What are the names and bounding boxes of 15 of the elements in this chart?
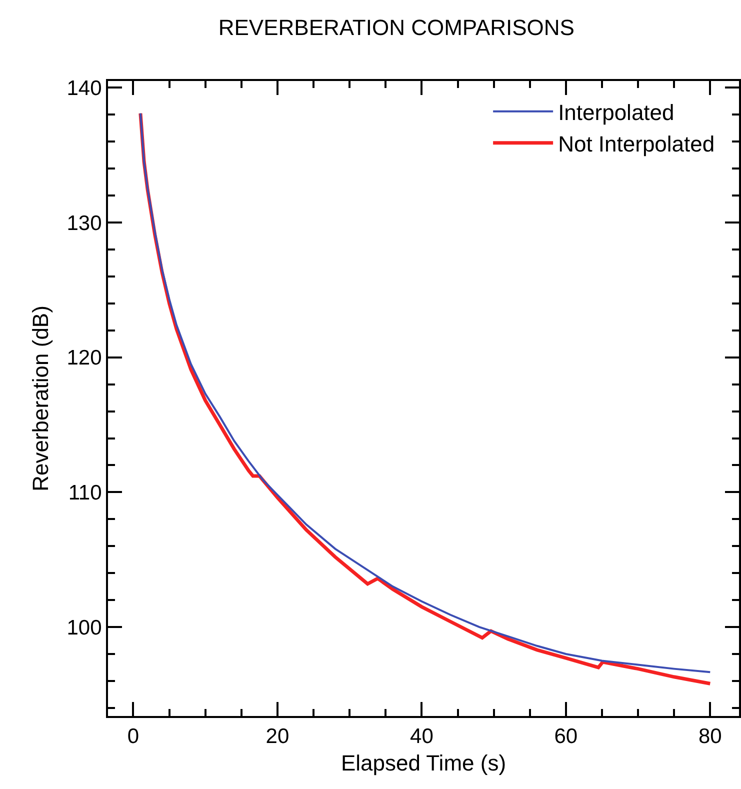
y-tick-label: 110: [68, 482, 102, 505]
x-tick-label: 60: [554, 725, 578, 748]
x-tick-label: 80: [698, 725, 722, 748]
y-tick-label: 130: [66, 212, 102, 235]
y-tick-label: 120: [66, 346, 102, 370]
y-axis-title: Reverberation (dB): [28, 306, 54, 492]
x-tick-label: 0: [127, 725, 140, 748]
chart-title: REVERBERATION COMPARISONS: [218, 15, 574, 40]
x-tick-label: 40: [410, 725, 434, 748]
y-tick-label: 100: [66, 616, 102, 640]
y-tick-label: 140: [66, 77, 102, 100]
x-tick-label: 20: [266, 725, 290, 748]
legend-label: Not Interpolated: [558, 132, 715, 157]
x-axis-title: Elapsed Time (s): [340, 750, 506, 776]
legend-label: Interpolated: [558, 100, 674, 125]
